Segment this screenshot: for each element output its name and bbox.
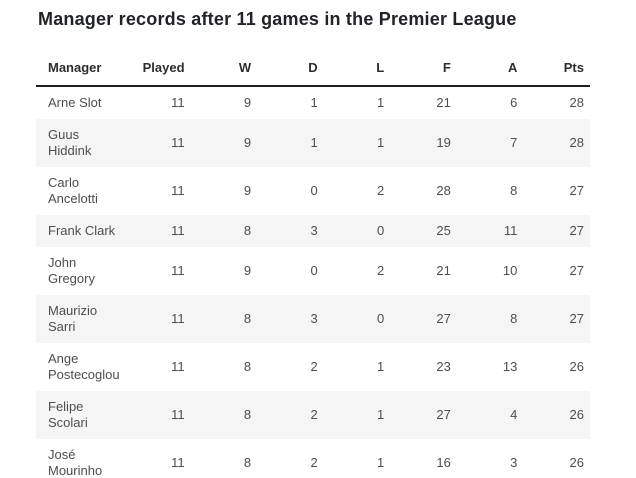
stat-cell: 26 — [569, 359, 584, 374]
page-title: Manager records after 11 games in the Pr… — [38, 9, 517, 29]
stat-cell: 0 — [310, 183, 318, 198]
stat-cell: 27 — [569, 311, 584, 326]
stat-cell: 7 — [510, 135, 518, 150]
stat-cell: 1 — [377, 135, 385, 150]
stat-cell: 10 — [502, 263, 518, 278]
stat-cell: 8 — [510, 311, 518, 326]
stat-cell: 21 — [436, 95, 451, 110]
stat-cell: 27 — [569, 183, 584, 198]
stat-cell: 8 — [510, 183, 518, 198]
stat-cell: 11 — [503, 223, 518, 238]
stat-cell: 1 — [310, 135, 318, 150]
manager-records-table: Manager Played W D L F A Pts Arne Slot 11 9 1 1 21 6 2… — [36, 54, 590, 478]
stat-cell: 27 — [436, 407, 451, 422]
stat-cell: 26 — [569, 455, 584, 470]
stat-cell: 2 — [310, 407, 318, 422]
stat-cell: 8 — [243, 311, 252, 326]
stat-cell: 23 — [436, 359, 451, 374]
stat-cell: 0 — [377, 311, 385, 326]
stat-cell: 11 — [171, 95, 185, 110]
table-row: Frank Clark 11 8 3 0 25 11 27 — [36, 215, 590, 247]
stat-cell: 21 — [436, 263, 451, 278]
column-header-f: F — [390, 54, 457, 87]
manager-name-cell: Carlo Ancelotti — [48, 175, 98, 206]
stat-cell: 9 — [243, 183, 252, 198]
stat-cell: 25 — [436, 223, 451, 238]
stat-cell: 11 — [171, 407, 185, 422]
stat-cell: 27 — [569, 223, 584, 238]
stat-cell: 11 — [171, 135, 185, 150]
stat-cell: 28 — [436, 183, 451, 198]
stat-cell: 0 — [377, 223, 385, 238]
stat-cell: 8 — [243, 223, 252, 238]
stat-cell: 28 — [569, 135, 584, 150]
manager-name-cell: Guus Hiddink — [48, 127, 92, 158]
stat-cell: 27 — [569, 263, 584, 278]
stat-cell: 1 — [377, 455, 385, 470]
column-header-d: D — [257, 54, 324, 87]
stat-cell: 3 — [510, 455, 518, 470]
table-row: Ange Postecoglou 11 8 2 1 23 13 26 — [36, 343, 590, 391]
stat-cell: 9 — [243, 95, 252, 110]
table-row: John Gregory 11 9 0 2 21 10 27 — [36, 247, 590, 295]
manager-name-cell: Arne Slot — [48, 95, 102, 110]
stat-cell: 11 — [171, 455, 185, 470]
manager-name-cell: Ange Postecoglou — [48, 351, 120, 382]
stat-cell: 2 — [377, 263, 385, 278]
stat-cell: 1 — [377, 359, 385, 374]
table-row: Carlo Ancelotti 11 9 0 2 28 8 27 — [36, 167, 590, 215]
stat-cell: 1 — [310, 95, 318, 110]
stat-cell: 16 — [436, 455, 451, 470]
manager-name-cell: John Gregory — [48, 255, 95, 286]
stat-cell: 8 — [243, 407, 252, 422]
manager-name-cell: Frank Clark — [48, 223, 116, 238]
manager-name-cell: Maurizio Sarri — [48, 303, 98, 334]
stat-cell: 1 — [377, 407, 385, 422]
stat-cell: 11 — [171, 359, 185, 374]
table-header-row: Manager Played W D L F A Pts — [36, 54, 590, 87]
stat-cell: 11 — [171, 183, 185, 198]
stat-cell: 2 — [377, 183, 385, 198]
manager-name-cell: José Mourinho — [48, 447, 103, 478]
table-row: Guus Hiddink 11 9 1 1 19 7 28 — [36, 119, 590, 167]
stat-cell: 2 — [310, 455, 318, 470]
stat-cell: 8 — [243, 359, 252, 374]
manager-name-cell: Felipe Scolari — [48, 399, 88, 430]
column-header-a: A — [456, 54, 524, 87]
stat-cell: 19 — [436, 135, 451, 150]
stat-cell: 27 — [436, 311, 451, 326]
stat-cell: 1 — [377, 95, 385, 110]
table-row: Felipe Scolari 11 8 2 1 27 4 26 — [36, 391, 590, 439]
stat-cell: 2 — [310, 359, 318, 374]
stat-cell: 9 — [243, 263, 252, 278]
stat-cell: 11 — [171, 223, 185, 238]
stat-cell: 3 — [310, 223, 318, 238]
stat-cell: 9 — [243, 135, 252, 150]
table-row: Maurizio Sarri 11 8 3 0 27 8 27 — [36, 295, 590, 343]
table-body: Arne Slot 11 9 1 1 21 6 28 Guus Hiddink 11 9 1 1 19 7 2… — [36, 86, 590, 478]
stat-cell: 11 — [171, 311, 185, 326]
stat-cell: 11 — [171, 263, 185, 278]
stat-cell: 26 — [569, 407, 584, 422]
table-row: José Mourinho 11 8 2 1 16 3 26 — [36, 439, 590, 478]
stat-cell: 13 — [502, 359, 518, 374]
column-header-played: Played — [124, 54, 191, 87]
stat-cell: 6 — [510, 95, 518, 110]
table-row: Arne Slot 11 9 1 1 21 6 28 — [36, 86, 590, 119]
stat-cell: 0 — [310, 263, 318, 278]
stat-cell: 4 — [510, 407, 518, 422]
column-header-w: W — [190, 54, 258, 87]
column-header-pts: Pts — [523, 54, 590, 87]
stat-cell: 28 — [569, 95, 584, 110]
column-header-manager: Manager — [36, 54, 124, 87]
column-header-l: L — [323, 54, 391, 87]
stat-cell: 3 — [310, 311, 318, 326]
stat-cell: 8 — [243, 455, 252, 470]
